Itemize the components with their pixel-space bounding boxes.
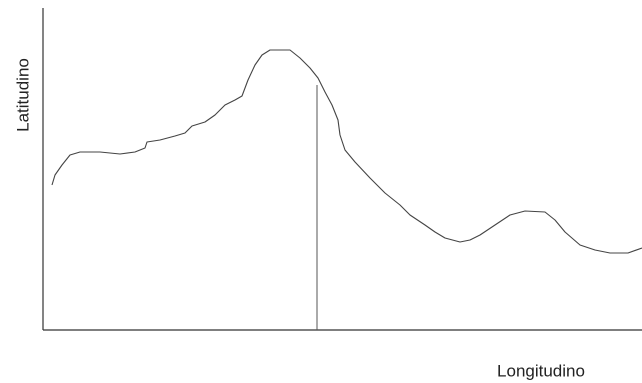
y-axis-label: Latitudino — [13, 58, 32, 132]
x-axis-label: Longitudino — [497, 361, 585, 380]
curve — [51, 49, 642, 254]
